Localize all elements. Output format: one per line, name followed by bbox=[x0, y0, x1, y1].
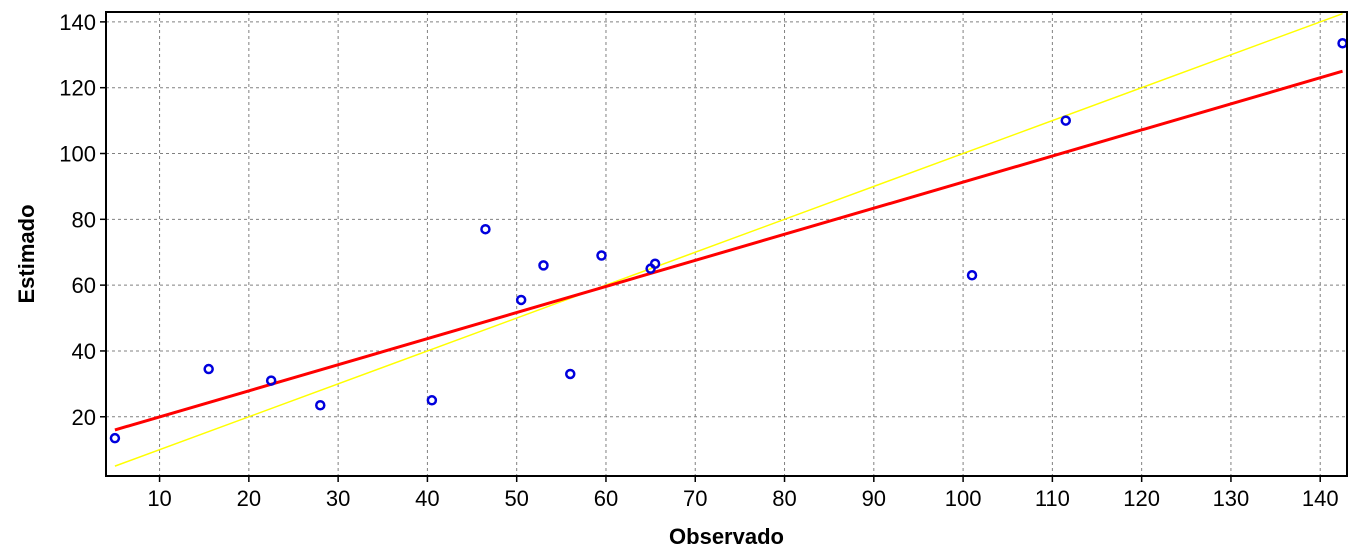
y-tick-label: 80 bbox=[72, 207, 96, 232]
data-point bbox=[538, 260, 549, 271]
y-tick-label: 140 bbox=[59, 10, 96, 35]
data-point bbox=[1337, 38, 1348, 49]
data-point bbox=[966, 270, 978, 281]
data-point bbox=[1060, 115, 1072, 126]
identity-line bbox=[114, 12, 1343, 467]
x-tick-label: 90 bbox=[862, 486, 886, 511]
x-tick-label: 120 bbox=[1123, 486, 1160, 511]
y-tick-label: 40 bbox=[72, 339, 96, 364]
y-axis: 20 40 60 80 100 120 140 bbox=[59, 10, 106, 430]
data-point bbox=[109, 432, 121, 444]
x-tick-label: 140 bbox=[1302, 486, 1339, 511]
data-point bbox=[426, 395, 438, 406]
y-tick-label: 60 bbox=[72, 273, 96, 298]
y-axis-title: Estimado bbox=[14, 204, 39, 303]
x-tick-label: 10 bbox=[147, 486, 171, 511]
x-tick-label: 70 bbox=[683, 486, 707, 511]
x-tick-label: 40 bbox=[415, 486, 439, 511]
x-tick-label: 50 bbox=[504, 486, 528, 511]
data-point bbox=[649, 258, 661, 269]
regression-line bbox=[114, 69, 1343, 432]
x-tick-label: 100 bbox=[945, 486, 982, 511]
data-point bbox=[203, 363, 214, 375]
data-point bbox=[515, 294, 527, 306]
data-point bbox=[265, 375, 277, 386]
x-axis: 10 20 30 40 50 60 70 80 90 100 110 120 130 140 bbox=[147, 476, 1339, 511]
x-tick-label: 110 bbox=[1035, 486, 1070, 511]
x-axis-title: Observado bbox=[669, 524, 784, 549]
x-tick-label: 20 bbox=[237, 486, 261, 511]
x-tick-label: 80 bbox=[772, 486, 796, 511]
fit-lines bbox=[114, 12, 1343, 467]
y-tick-label: 120 bbox=[59, 76, 96, 101]
data-point bbox=[565, 368, 576, 380]
data-point bbox=[596, 250, 607, 261]
data-point bbox=[480, 223, 491, 235]
y-tick-label: 20 bbox=[72, 405, 96, 430]
y-tick-label: 100 bbox=[59, 142, 96, 167]
x-tick-label: 60 bbox=[594, 486, 618, 511]
data-points bbox=[109, 38, 1348, 444]
grid bbox=[106, 12, 1347, 476]
plot-frame bbox=[105, 11, 1348, 477]
x-tick-label: 30 bbox=[326, 486, 350, 511]
data-point bbox=[315, 399, 326, 411]
x-tick-label: 130 bbox=[1213, 486, 1250, 511]
